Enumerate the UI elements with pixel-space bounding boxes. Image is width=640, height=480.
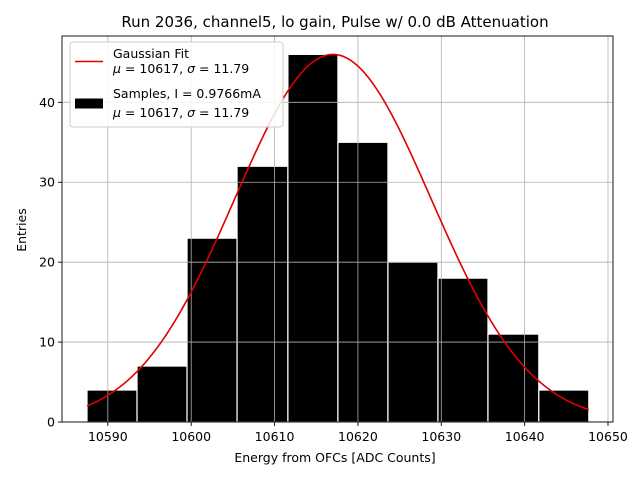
y-tick-label: 0	[47, 415, 55, 430]
y-tick-label: 40	[39, 95, 55, 110]
chart-title: Run 2036, channel5, lo gain, Pulse w/ 0.…	[121, 13, 548, 31]
axes-frame	[61, 35, 614, 423]
histogram-bar	[287, 53, 339, 423]
y-tick-label: 20	[39, 255, 55, 270]
y-axis-label: Entries	[14, 208, 29, 252]
y-tick-label: 10	[39, 335, 55, 350]
legend-entry-label: Samples, I = 0.9766mA	[113, 86, 261, 101]
legend-entry-stats: μ = 10617, σ = 11.79	[112, 105, 249, 120]
y-tick-label: 30	[39, 175, 55, 190]
histogram-bar	[186, 237, 238, 423]
x-tick-label: 10640	[505, 429, 545, 444]
gaussian-fit-curve	[86, 53, 590, 411]
histogram-bar	[538, 389, 590, 423]
x-tick-label: 10630	[421, 429, 461, 444]
histogram-bar	[437, 277, 489, 423]
histogram-bar	[236, 165, 289, 423]
legend-patch-swatch	[75, 98, 103, 109]
legend-entry-stats: μ = 10617, σ = 11.79	[112, 61, 249, 76]
x-axis-label: Energy from OFCs [ADC Counts]	[234, 450, 435, 465]
histogram-bar	[337, 141, 389, 423]
histogram-bar	[487, 333, 540, 423]
plot-area: 10590 10600 10610 10620 10630 10640 10650 0 10 20…	[39, 35, 628, 444]
histogram-bar	[86, 389, 138, 423]
x-tick-label: 10610	[255, 429, 295, 444]
x-tick-label: 10620	[338, 429, 378, 444]
x-tick-label: 10600	[171, 429, 211, 444]
x-tick-label: 10650	[588, 429, 628, 444]
legend-box	[69, 41, 284, 128]
legend-entry-label: Gaussian Fit	[113, 46, 189, 61]
histogram-bar	[136, 365, 188, 423]
x-tick-label: 10590	[88, 429, 128, 444]
